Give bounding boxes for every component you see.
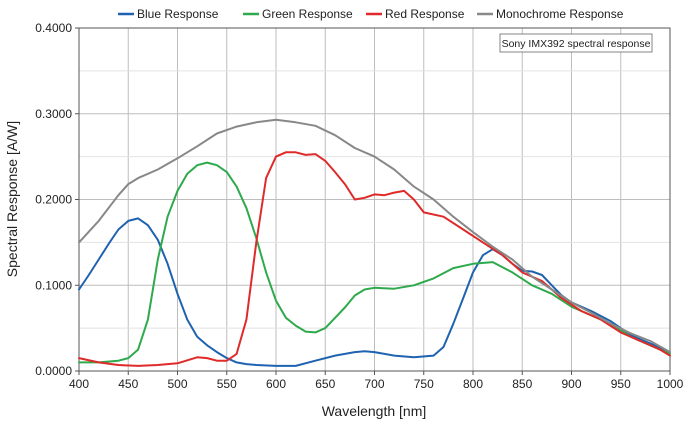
y-tick-label: 0.0000 (35, 364, 72, 378)
x-tick-label: 650 (315, 377, 335, 391)
y-tick-label: 0.4000 (35, 21, 72, 35)
x-tick-label: 400 (69, 377, 89, 391)
series-line-monochrome-response (78, 118, 671, 354)
y-tick-label: 0.3000 (35, 107, 72, 121)
legend-label-green-response: Green Response (262, 7, 353, 21)
x-tick-label: 700 (364, 377, 384, 391)
y-axis-title: Spectral Response [A/W] (4, 121, 20, 277)
series-line-blue-response (78, 217, 671, 367)
x-tick-label: 900 (561, 377, 581, 391)
legend-label-red-response: Red Response (385, 7, 465, 21)
annotation-text: Sony IMX392 spectral response (502, 38, 651, 50)
grid-lines (79, 28, 670, 371)
x-tick-label: 450 (118, 377, 138, 391)
legend: Blue Response Green Response Red Response M… (118, 7, 624, 21)
x-tick-label: 500 (167, 377, 187, 391)
annotation-box: Sony IMX392 spectral response (499, 33, 653, 53)
axis-ticks: 400 450 500 550 600 650 700 750 800 850 900 950 1000… (35, 21, 683, 391)
y-tick-label: 0.1000 (35, 278, 72, 292)
series-line-green-response (78, 161, 671, 364)
x-tick-label: 850 (512, 377, 532, 391)
x-tick-label: 750 (414, 377, 434, 391)
series-lines (78, 118, 671, 367)
x-axis-title: Wavelength [nm] (322, 403, 427, 419)
legend-label-blue-response: Blue Response (137, 7, 219, 21)
legend-label-monochrome-response: Monochrome Response (496, 7, 624, 21)
x-tick-label: 1000 (657, 377, 684, 391)
x-tick-label: 600 (266, 377, 286, 391)
x-tick-label: 550 (217, 377, 237, 391)
series-line-red-response (78, 151, 671, 367)
x-tick-label: 800 (463, 377, 483, 391)
annotation-frame (499, 33, 653, 53)
y-tick-label: 0.2000 (35, 193, 72, 207)
x-tick-label: 950 (611, 377, 631, 391)
